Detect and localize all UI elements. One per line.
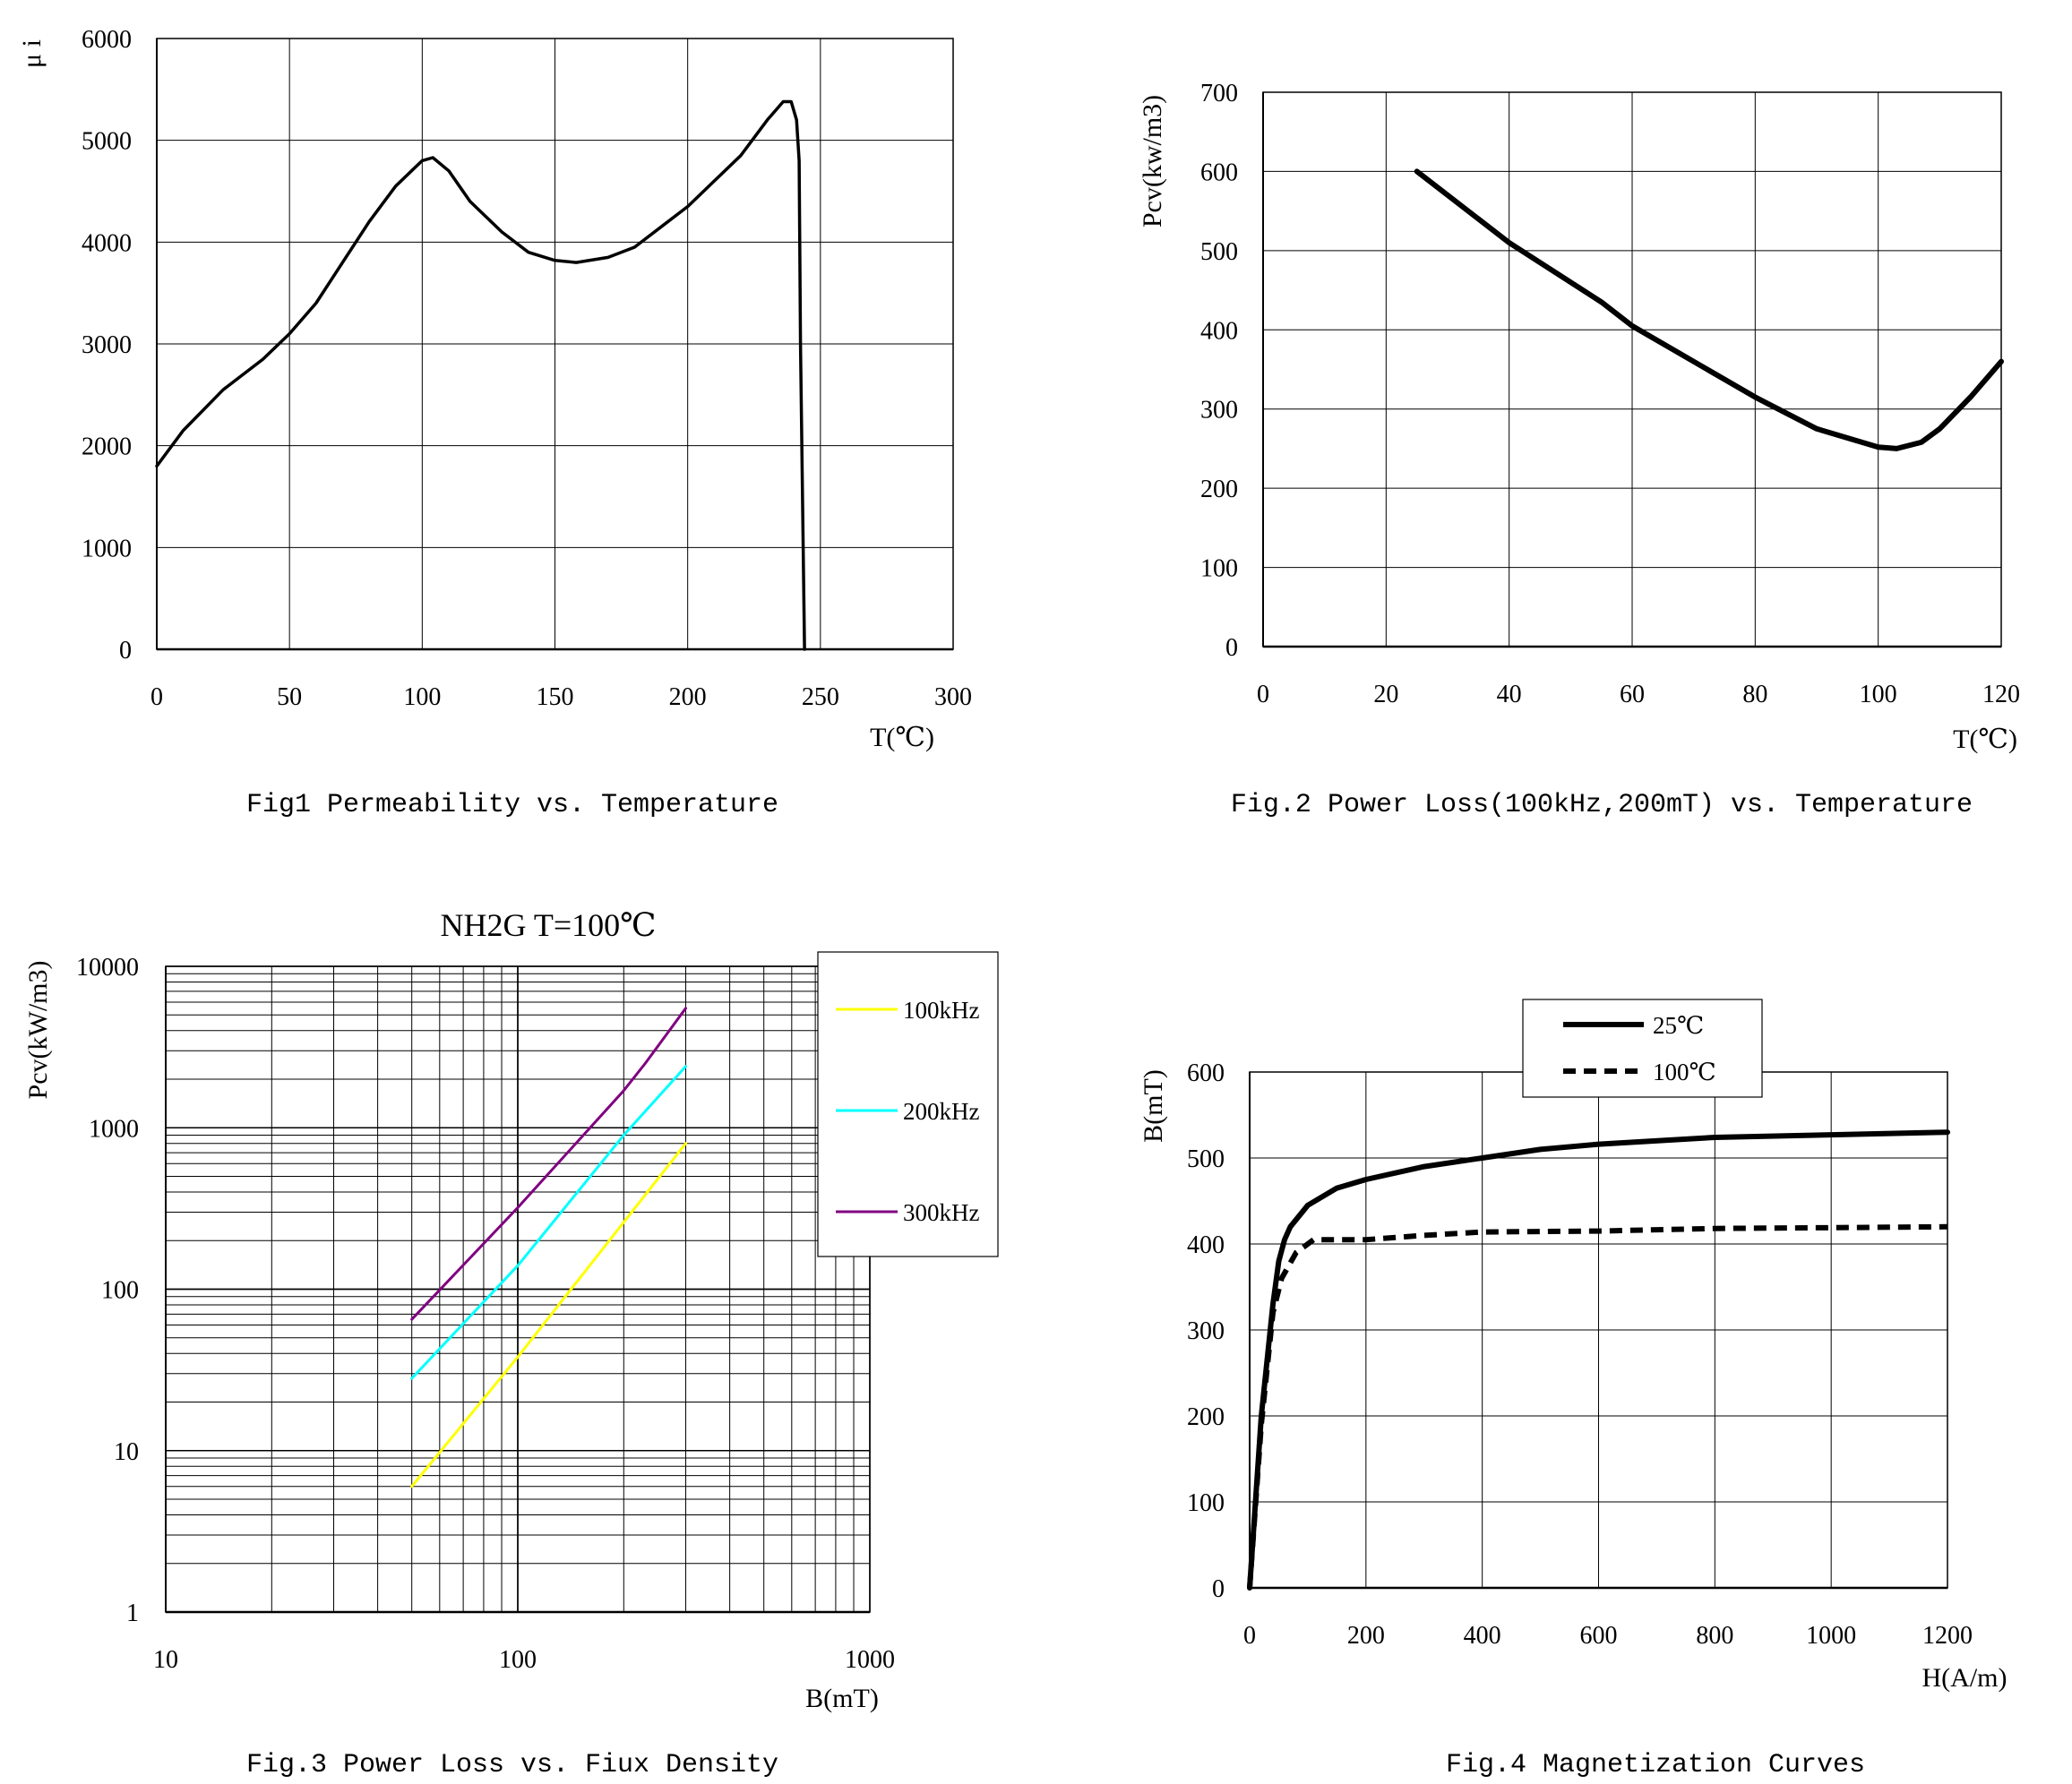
series-line-300khz [410,1007,687,1321]
legend-label: 100kHz [903,997,979,1024]
x-axis-label: B(mT) [805,1684,879,1713]
y-tick-label: 1 [126,1600,139,1627]
x-tick-label: 150 [537,683,574,711]
y-tick-label: 0 [1225,634,1238,662]
y-tick-label: 5000 [82,128,132,156]
x-tick-label: 400 [1464,1622,1501,1650]
x-tick-label: 0 [150,683,163,711]
x-tick-label: 800 [1696,1622,1733,1650]
legend: 25℃ 100℃ [1522,999,1763,1098]
legend-label: 100℃ [1653,1059,1716,1085]
x-tick-label: 80 [1742,681,1767,708]
series-line-100 [1247,1223,1948,1589]
series-line-200khz [410,1065,687,1380]
figure-caption: Fig.2 Power Loss(100kHz,200mT) vs. Tempe… [1231,790,1973,820]
x-tick-label: 600 [1580,1622,1618,1650]
y-tick-label: 600 [1200,159,1238,186]
x-tick-label: 120 [1982,681,2020,708]
x-tick-label: 200 [669,683,707,711]
y-tick-label: 200 [1200,476,1238,503]
legend-label: 25℃ [1653,1012,1704,1039]
x-tick-label: 1200 [1922,1622,1973,1650]
chart-3: 10 100 1000 1 10 100 1000 10000 100kHz 200kHz 300k… [23,907,999,1780]
y-axis-label: μ i [17,39,47,68]
y-tick-label: 2000 [82,433,132,461]
x-tick-label: 1000 [1806,1622,1856,1650]
x-tick-label: 10 [153,1646,178,1674]
x-tick-label: 1000 [845,1646,895,1674]
y-tick-label: 400 [1200,317,1238,345]
legend-label: 200kHz [903,1098,979,1125]
x-tick-label: 50 [277,683,302,711]
figure-caption: Fig.3 Power Loss vs. Fiux Density [246,1750,778,1780]
chart-4: 0 200 400 600 800 1000 1200 0 100 200 300 400 500 600… [1139,999,2007,1780]
x-tick-label: 200 [1347,1622,1385,1650]
legend-label: 300kHz [903,1199,979,1226]
y-tick-label: 100 [1200,555,1238,583]
x-axis-label: H(A/m) [1922,1663,2008,1693]
y-tick-label: 100 [1187,1489,1225,1517]
y-tick-label: 700 [1200,80,1238,107]
x-tick-label: 100 [1860,681,1897,708]
figure-caption: Fig.4 Magnetization Curves [1446,1750,1865,1780]
x-tick-label: 100 [499,1646,537,1674]
y-tick-label: 10000 [76,954,139,982]
y-tick-label: 300 [1200,397,1238,425]
x-axis-label: T(℃) [1953,725,2017,754]
y-axis-label: Pcv(kW/m3) [23,961,53,1100]
series-line-100khz [410,1142,687,1488]
x-tick-label: 0 [1257,681,1269,708]
y-axis-label: B(mT) [1139,1069,1168,1143]
y-tick-label: 600 [1187,1059,1225,1087]
figure-caption: Fig1 Permeability vs. Temperature [246,790,778,820]
y-tick-label: 400 [1187,1231,1225,1259]
y-tick-label: 200 [1187,1403,1225,1431]
x-axis-label: T(℃) [870,723,934,752]
legend-box [817,951,999,1257]
y-tick-label: 3000 [82,331,132,359]
legend-box [1522,999,1763,1098]
x-tick-label: 20 [1373,681,1398,708]
y-tick-label: 0 [119,637,132,665]
y-tick-label: 6000 [82,26,132,54]
x-tick-label: 40 [1497,681,1522,708]
y-tick-label: 500 [1200,238,1238,266]
series-line-0 [155,99,806,651]
x-tick-label: 300 [934,683,972,711]
y-tick-label: 0 [1212,1575,1225,1603]
x-tick-label: 0 [1243,1622,1256,1650]
x-tick-label: 60 [1620,681,1645,708]
chart-1: 0 50 100 150 200 250 3000100020003000400050006… [17,26,972,820]
series-line-25 [1247,1129,1950,1591]
y-axis-label: Pcv(kw/m3) [1138,95,1167,227]
y-tick-label: 1000 [82,535,132,562]
y-tick-label: 10 [114,1438,139,1466]
y-tick-label: 1000 [89,1115,139,1143]
y-tick-label: 500 [1187,1145,1225,1173]
y-tick-label: 300 [1187,1317,1225,1345]
y-tick-label: 4000 [82,229,132,257]
x-tick-label: 100 [403,683,441,711]
chart-title: NH2G T=100℃ [441,907,657,943]
x-tick-label: 250 [802,683,839,711]
series-line-0 [1414,168,2004,451]
chart-2: 0 20 40 60 80 100 120 0 100 200 300 400 500 600 700 T(℃… [1138,80,2020,820]
y-tick-label: 100 [101,1277,139,1305]
legend: 100kHz 200kHz 300kHz [817,951,999,1257]
